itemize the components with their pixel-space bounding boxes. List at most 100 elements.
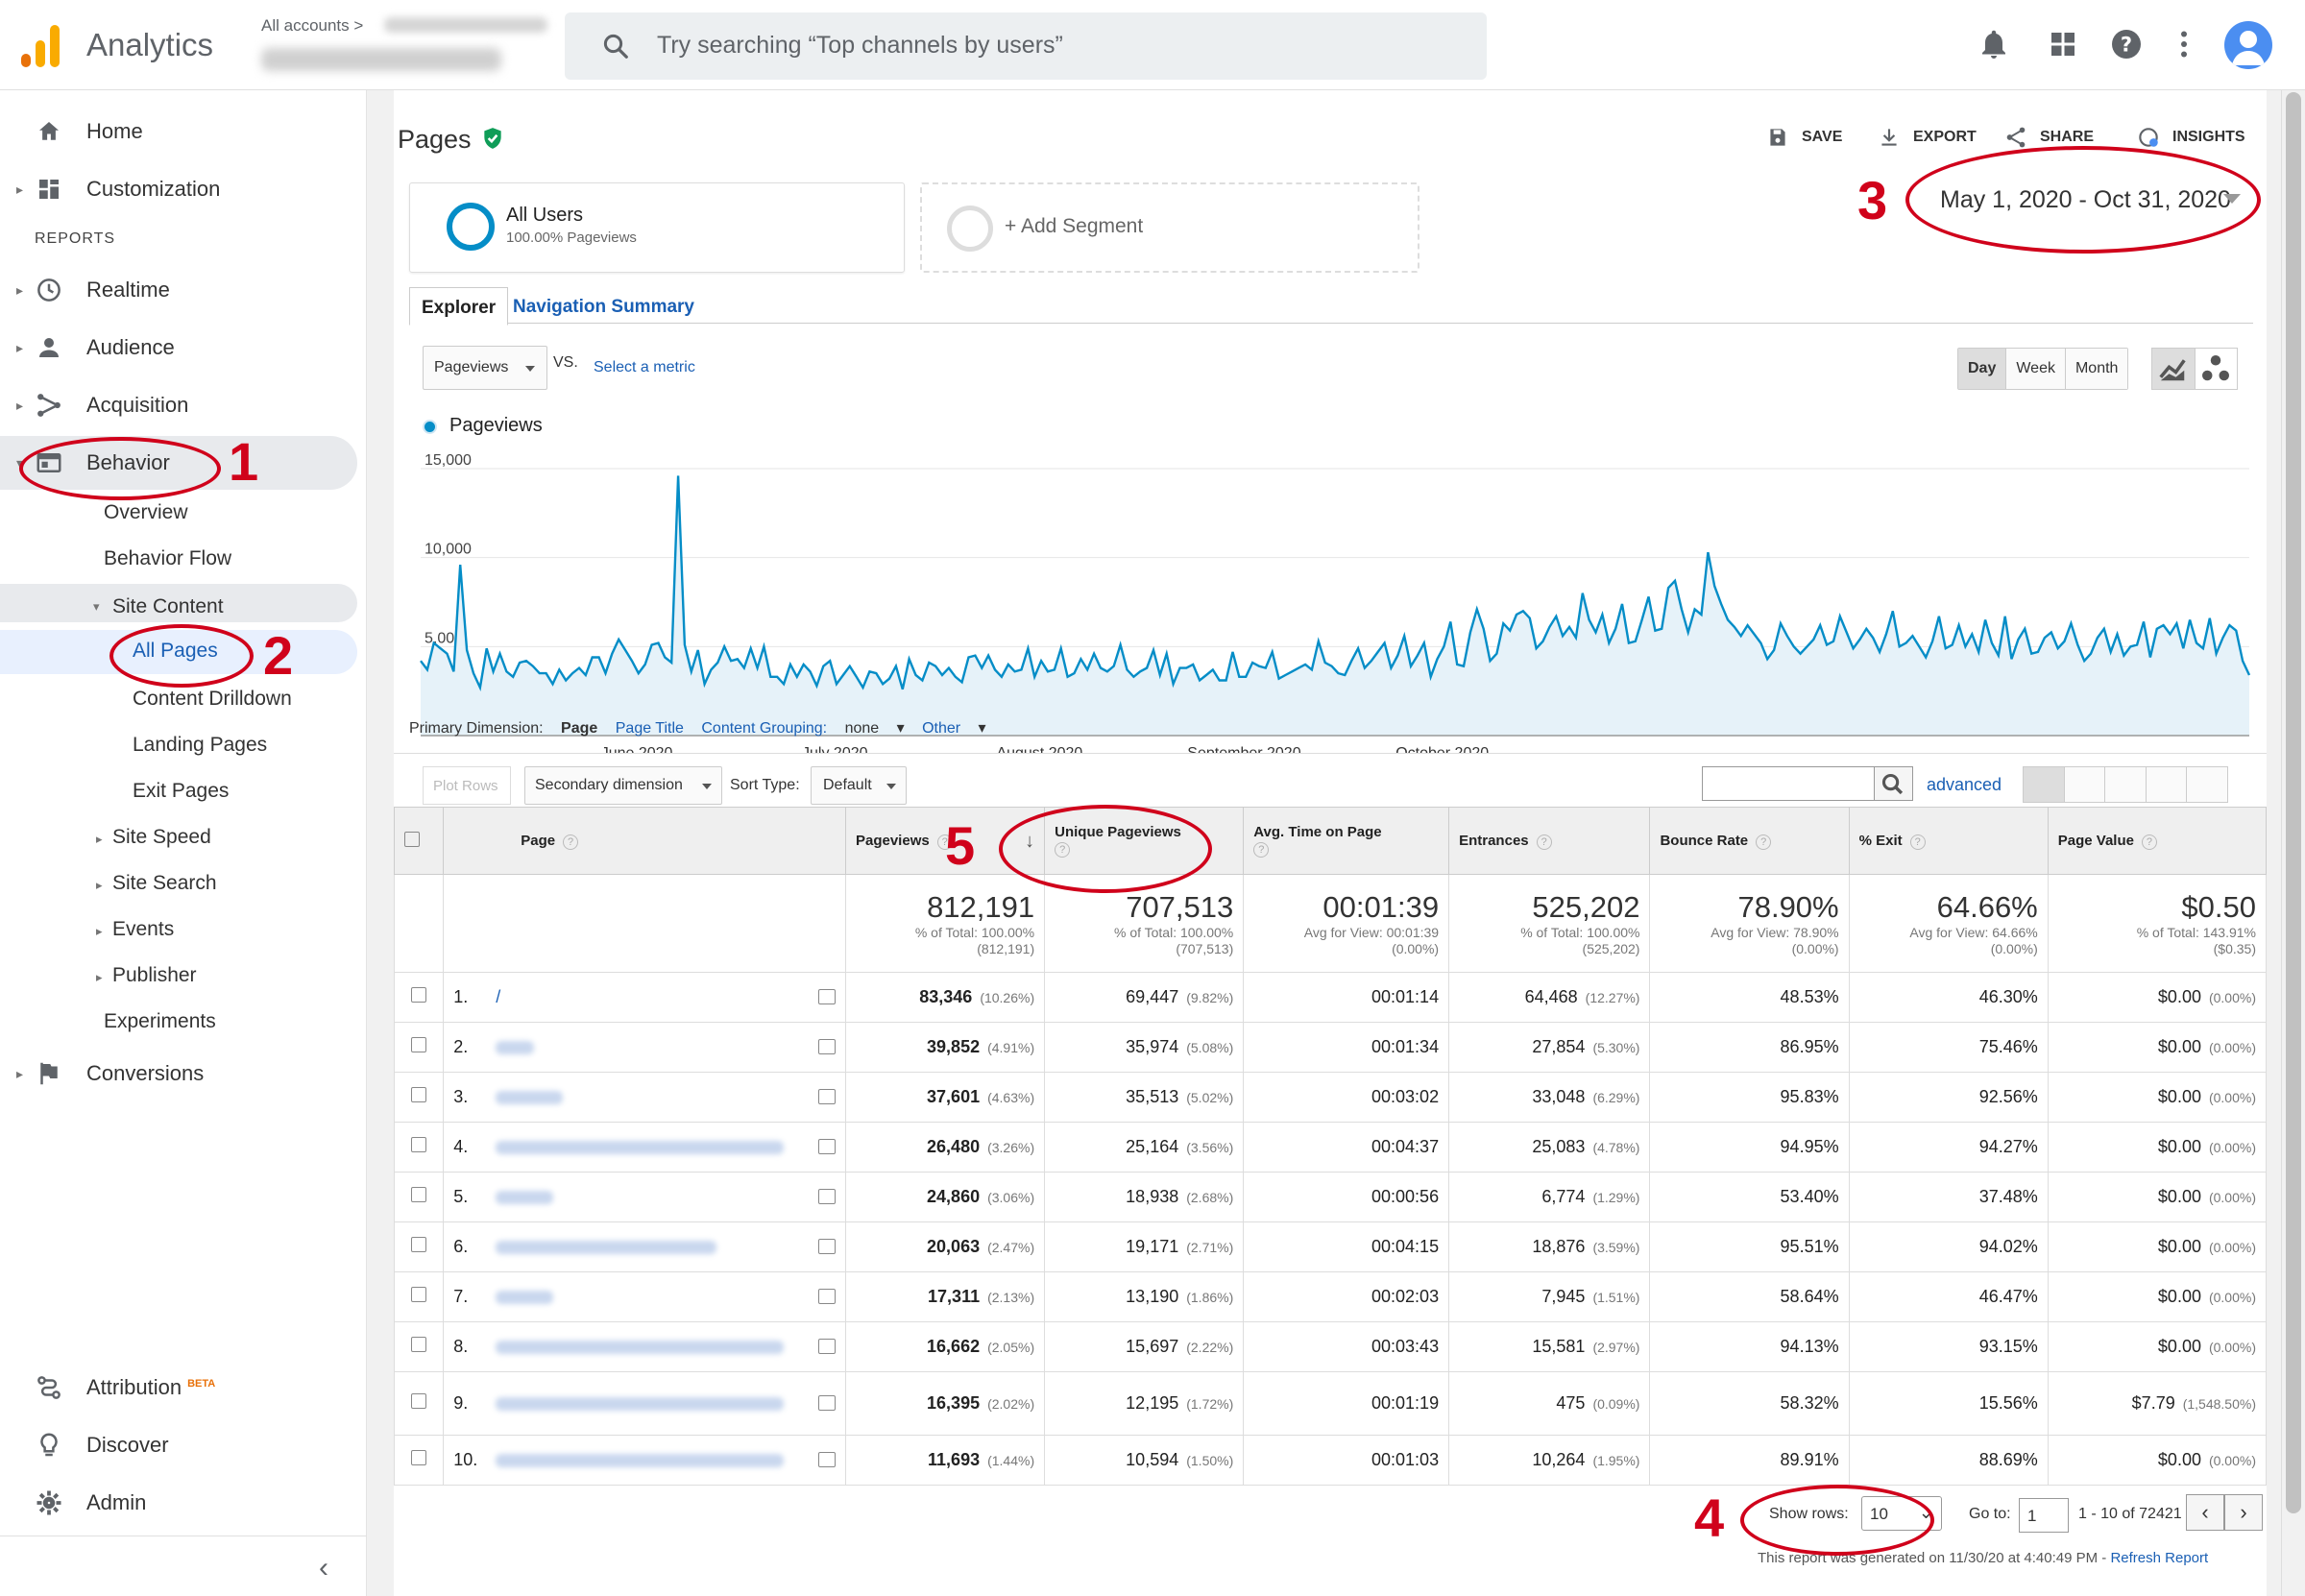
sidebar-item-experiments[interactable]: Experiments xyxy=(104,1010,216,1032)
page-path-redacted[interactable] xyxy=(496,1041,535,1055)
help-question-icon[interactable]: ? xyxy=(1536,834,1552,850)
search-bar[interactable]: Try searching “Top channels by users” xyxy=(565,12,1487,80)
open-page-external-icon[interactable] xyxy=(817,1039,836,1054)
row-checkbox[interactable] xyxy=(411,1037,427,1052)
tab-explorer[interactable]: Explorer xyxy=(409,287,509,326)
refresh-report-link[interactable]: Refresh Report xyxy=(2110,1550,2209,1566)
row-checkbox-cell[interactable] xyxy=(393,1072,445,1123)
sidebar-item-behavior-flow[interactable]: Behavior Flow xyxy=(104,547,232,569)
page-scrollbar-thumb[interactable] xyxy=(2286,92,2301,1513)
column-header-page-value[interactable]: Page Value? xyxy=(2047,807,2268,875)
help-question-icon[interactable]: ? xyxy=(1909,834,1926,850)
sidebar-item-site-search[interactable]: ▸ Site Search xyxy=(96,872,217,910)
pie-view-icon[interactable] xyxy=(2064,767,2106,802)
select-metric-link[interactable]: Select a metric xyxy=(594,359,695,375)
day-button[interactable]: Day xyxy=(1958,349,2007,389)
column-header-avg-time[interactable]: Avg. Time on Page? xyxy=(1243,807,1450,875)
sort-type-dropdown[interactable]: Default xyxy=(811,766,907,805)
page-path-redacted[interactable] xyxy=(496,1191,554,1205)
add-segment-button[interactable]: + Add Segment xyxy=(920,182,1419,273)
open-page-external-icon[interactable] xyxy=(817,1289,836,1304)
dimension-page-title[interactable]: Page Title xyxy=(615,720,684,737)
help-question-icon[interactable]: ? xyxy=(936,834,953,850)
sidebar-item-overview[interactable]: Overview xyxy=(104,501,188,523)
row-checkbox[interactable] xyxy=(411,1337,427,1352)
month-button[interactable]: Month xyxy=(2065,349,2128,389)
row-checkbox-cell[interactable] xyxy=(393,1122,445,1173)
open-page-external-icon[interactable] xyxy=(817,1189,836,1204)
table-search-button[interactable] xyxy=(1875,766,1913,801)
dimension-page[interactable]: Page xyxy=(561,720,598,737)
help-question-icon[interactable]: ? xyxy=(2141,834,2157,850)
sidebar-item-attribution[interactable]: Attribution BETA xyxy=(0,1361,357,1415)
sidebar-item-publisher[interactable]: ▸ Publisher xyxy=(96,964,197,1003)
column-header-entrances[interactable]: Entrances? xyxy=(1448,807,1651,875)
pivot-view-icon[interactable] xyxy=(2187,767,2227,802)
sidebar-item-discover[interactable]: Discover xyxy=(0,1418,357,1472)
sidebar-item-customization[interactable]: ▸ Customization xyxy=(0,162,357,216)
page-path-redacted[interactable] xyxy=(496,1291,554,1305)
open-page-external-icon[interactable] xyxy=(817,1089,836,1104)
column-header-page[interactable]: Page? xyxy=(443,807,846,875)
sidebar-item-realtime[interactable]: ▸ Realtime xyxy=(0,263,357,317)
property-selector-redacted[interactable] xyxy=(261,48,501,71)
more-vertical-icon[interactable] xyxy=(2167,27,2201,61)
notifications-bell-icon[interactable] xyxy=(1977,27,2011,61)
open-page-external-icon[interactable] xyxy=(817,1139,836,1154)
sidebar-item-admin[interactable]: Admin xyxy=(0,1476,357,1530)
row-checkbox[interactable] xyxy=(411,987,427,1003)
previous-page-button[interactable]: ‹ xyxy=(2186,1494,2224,1531)
row-checkbox-cell[interactable] xyxy=(393,1221,445,1272)
save-button[interactable]: SAVE xyxy=(1770,129,1842,146)
page-path-link[interactable]: / xyxy=(496,987,501,1006)
page-path-redacted[interactable] xyxy=(496,1341,785,1355)
row-checkbox-cell[interactable] xyxy=(393,1271,445,1322)
help-icon[interactable]: ? xyxy=(2109,27,2144,61)
row-checkbox[interactable] xyxy=(411,1237,427,1252)
motion-chart-icon[interactable] xyxy=(2196,349,2238,389)
metric-dropdown[interactable]: Pageviews xyxy=(423,346,547,390)
row-checkbox[interactable] xyxy=(411,1087,427,1102)
row-checkbox-cell[interactable] xyxy=(393,972,445,1023)
row-checkbox[interactable] xyxy=(411,1137,427,1152)
page-path-redacted[interactable] xyxy=(496,1454,785,1468)
go-to-page-input[interactable]: 1 xyxy=(2019,1498,2069,1533)
next-page-button[interactable]: › xyxy=(2224,1494,2263,1531)
sidebar-item-home[interactable]: Home xyxy=(0,105,357,158)
help-question-icon[interactable]: ? xyxy=(563,834,579,850)
apps-grid-icon[interactable] xyxy=(2046,27,2080,61)
secondary-dimension-dropdown[interactable]: Secondary dimension xyxy=(524,766,722,805)
sidebar-item-acquisition[interactable]: ▸ Acquisition xyxy=(0,378,357,432)
share-button[interactable]: SHARE xyxy=(2006,127,2094,148)
select-all-checkbox[interactable] xyxy=(404,831,420,847)
page-path-redacted[interactable] xyxy=(496,1241,717,1255)
sidebar-item-exit-pages[interactable]: Exit Pages xyxy=(133,780,230,802)
collapse-sidebar-chevron-icon[interactable]: ‹ xyxy=(319,1552,328,1584)
export-button[interactable]: EXPORT xyxy=(1881,129,1977,146)
dimension-other[interactable]: Other ▾ xyxy=(922,720,986,737)
page-path-redacted[interactable] xyxy=(496,1091,564,1105)
row-checkbox-cell[interactable] xyxy=(393,1022,445,1073)
insights-button[interactable]: INSIGHTS xyxy=(2139,128,2245,147)
open-page-external-icon[interactable] xyxy=(817,1339,836,1354)
table-view-icon[interactable] xyxy=(2024,767,2065,802)
page-path-redacted[interactable] xyxy=(496,1141,785,1155)
column-header-bounce-rate[interactable]: Bounce Rate? xyxy=(1649,807,1850,875)
line-chart-icon[interactable] xyxy=(2152,349,2196,389)
comparison-view-icon[interactable] xyxy=(2146,767,2188,802)
sidebar-item-site-content[interactable]: ▾ Site Content xyxy=(0,584,357,622)
sidebar-item-audience[interactable]: ▸ Audience xyxy=(0,321,357,375)
sidebar-item-site-speed[interactable]: ▸ Site Speed xyxy=(96,826,211,864)
plot-rows-button[interactable]: Plot Rows xyxy=(423,766,511,805)
dimension-content-grouping[interactable]: Content Grouping: none ▾ xyxy=(701,720,905,737)
row-checkbox[interactable] xyxy=(411,1450,427,1465)
row-checkbox[interactable] xyxy=(411,1287,427,1302)
open-page-external-icon[interactable] xyxy=(817,989,836,1004)
advanced-filter-link[interactable]: advanced xyxy=(1927,775,2002,794)
open-page-external-icon[interactable] xyxy=(817,1452,836,1467)
row-checkbox-cell[interactable] xyxy=(393,1435,445,1486)
sidebar-item-conversions[interactable]: ▸ Conversions xyxy=(0,1047,357,1100)
sidebar-item-content-drilldown[interactable]: Content Drilldown xyxy=(133,688,292,710)
help-question-icon[interactable]: ? xyxy=(1756,834,1772,850)
row-checkbox-cell[interactable] xyxy=(393,1172,445,1222)
